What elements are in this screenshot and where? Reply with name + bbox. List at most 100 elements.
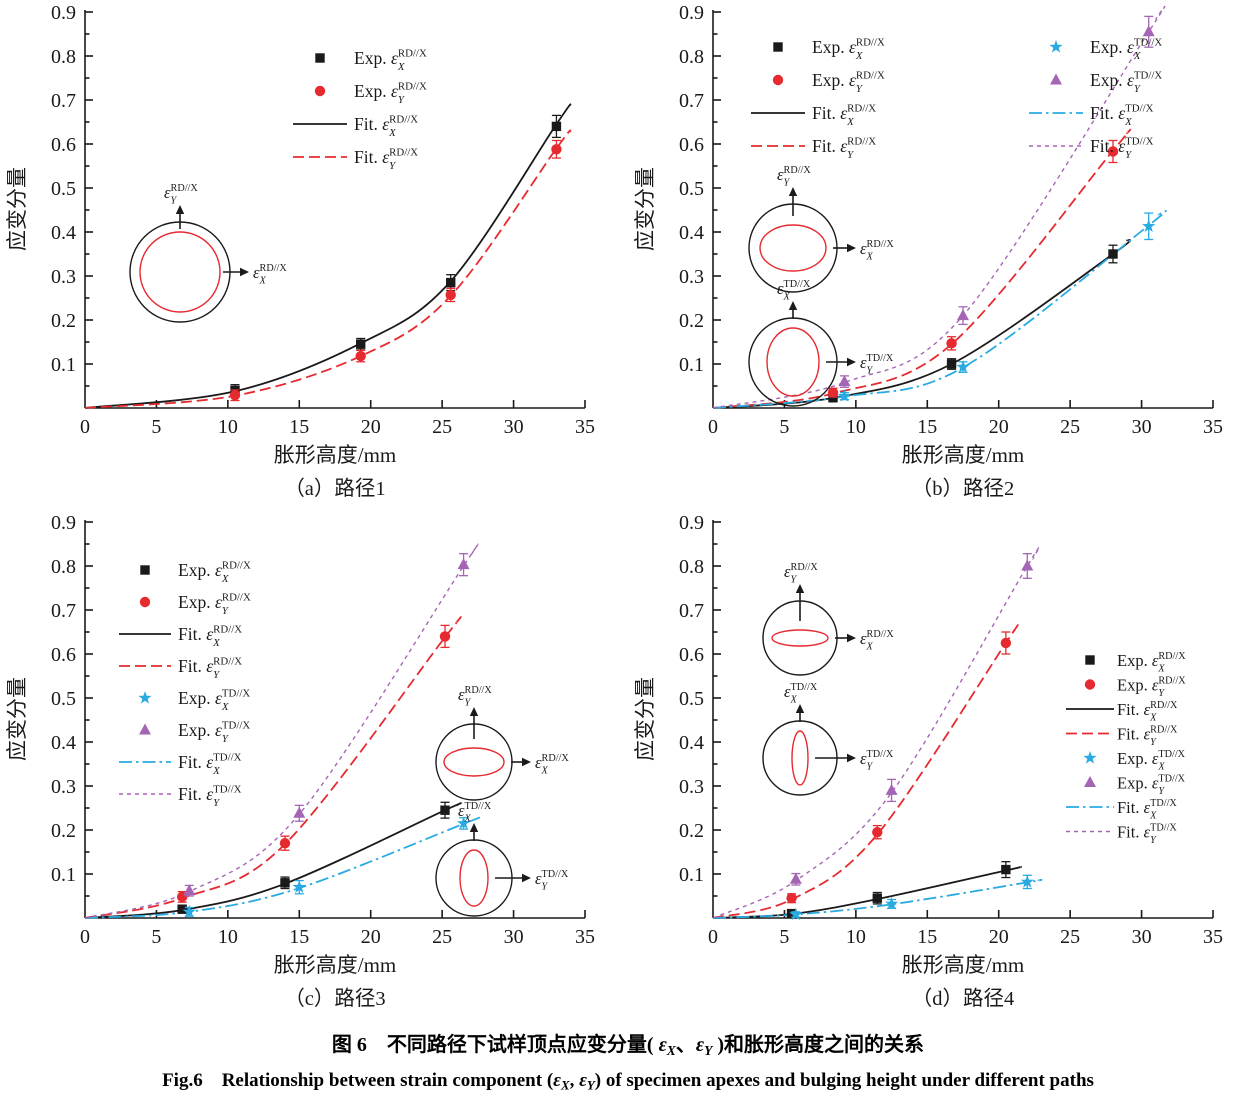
strain-symbol-label: εTD//X X bbox=[458, 801, 492, 825]
x-tick-label: 35 bbox=[1203, 416, 1223, 438]
y-tick-label: 0.1 bbox=[679, 354, 704, 376]
y-tick-label: 0.4 bbox=[679, 222, 704, 244]
y-tick-label: 0.6 bbox=[679, 644, 704, 666]
series-exp-purple bbox=[838, 15, 1155, 388]
legend-entry: Fit. εTD//X Y bbox=[1066, 823, 1177, 847]
circle-marker bbox=[946, 338, 957, 349]
y-tick-label: 0.6 bbox=[51, 644, 76, 666]
square-marker bbox=[315, 53, 325, 63]
strain-symbol-label: Exp. εTD//X Y bbox=[178, 720, 250, 745]
y-tick-label: 0.8 bbox=[679, 556, 704, 578]
circle-marker bbox=[445, 289, 456, 301]
y-tick-label: 0.9 bbox=[51, 2, 76, 24]
y-tick-label: 0.9 bbox=[679, 2, 704, 24]
specimen-outline bbox=[129, 221, 231, 323]
y-tick-label: 0.4 bbox=[51, 732, 76, 754]
strain-symbol-label: εTD//X Y bbox=[860, 353, 894, 377]
triangle-marker bbox=[293, 806, 306, 818]
strain-symbol-label: Fit. εTD//X Y bbox=[1117, 823, 1177, 847]
x-tick-label: 10 bbox=[846, 926, 866, 948]
square-marker bbox=[551, 121, 562, 132]
strain-symbol-label: εRD//X X bbox=[253, 263, 287, 287]
y-tick-label: 0.1 bbox=[679, 864, 704, 886]
legend-entry: Fit. εRD//X Y bbox=[751, 136, 876, 161]
strain-symbol-label: εRD//X Y bbox=[784, 562, 818, 586]
y-tick-label: 0.2 bbox=[679, 310, 704, 332]
star-marker bbox=[1020, 874, 1034, 888]
triangle-marker bbox=[1142, 25, 1155, 37]
triangle-marker bbox=[885, 783, 898, 795]
y-tick-label: 0.3 bbox=[679, 776, 704, 798]
star-marker bbox=[956, 360, 970, 373]
series-fit-black bbox=[712, 866, 1022, 919]
strain-symbol-label: Fit. εRD//X X bbox=[354, 114, 418, 139]
strain-symbol-label: Fit. εTD//X X bbox=[1117, 798, 1177, 822]
x-axis-label: 胀形高度/mm bbox=[902, 443, 1025, 467]
y-tick-label: 0.6 bbox=[679, 134, 704, 156]
specimen-outline bbox=[748, 317, 838, 407]
series-exp-purple bbox=[789, 553, 1034, 886]
strain-symbol-label: Fit. εRD//X X bbox=[812, 103, 876, 128]
triangle-marker bbox=[457, 558, 470, 570]
triangle-marker bbox=[957, 309, 969, 321]
x-tick-label: 35 bbox=[1203, 926, 1223, 948]
x-tick-label: 5 bbox=[151, 416, 161, 438]
circle-marker bbox=[355, 350, 366, 362]
x-tick-label: 10 bbox=[218, 416, 238, 438]
up-arrow-head bbox=[469, 823, 479, 832]
strain-symbol-label: εRD//X Y bbox=[164, 183, 198, 207]
x-tick-label: 5 bbox=[151, 926, 161, 948]
legend-entry: Exp. εTD//X X bbox=[1083, 749, 1186, 773]
legend-entry: Fit. εTD//X X bbox=[119, 752, 242, 777]
square-marker bbox=[1085, 655, 1095, 665]
star-marker bbox=[789, 907, 803, 921]
circle-marker bbox=[314, 85, 326, 97]
y-tick-label: 0.9 bbox=[51, 512, 76, 534]
x-tick-label: 30 bbox=[1132, 926, 1152, 948]
x-axis-label: 胀形高度/mm bbox=[274, 443, 397, 467]
star-marker bbox=[138, 691, 152, 704]
circle-marker bbox=[1000, 637, 1012, 649]
x-axis-label: 胀形高度/mm bbox=[274, 953, 397, 977]
subplot-c-path3: 0 5 10 15 20 25 30 35 0.1 0.2 0.3 0.4 0.5 0.6 0.7 0.8 0.… bbox=[0, 510, 628, 1020]
legend-entry: Fit. εRD//X X bbox=[751, 103, 876, 128]
tick-labels: 0 5 10 15 20 25 30 35 0.1 0.2 0.3 0.4 0.5 0.6 0.7 0.8 0.… bbox=[679, 512, 1223, 948]
inset-specimen-diagram-1: εRD//X Y εRD//X X bbox=[762, 562, 894, 676]
right-arrow-head bbox=[847, 633, 856, 643]
square-marker bbox=[280, 878, 290, 888]
x-tick-label: 20 bbox=[361, 416, 381, 438]
star-marker bbox=[1049, 40, 1063, 53]
square-marker bbox=[140, 565, 150, 575]
x-tick-label: 25 bbox=[1060, 416, 1080, 438]
x-tick-label: 15 bbox=[917, 416, 937, 438]
strain-symbol-label: εTD//X X bbox=[784, 682, 818, 706]
y-tick-label: 0.5 bbox=[51, 178, 76, 200]
deformed-zone-outline bbox=[771, 629, 829, 647]
inset-specimen-diagram-1: εRD//X Y εRD//X X bbox=[129, 183, 287, 323]
subplot-a-path1: 0 5 10 15 20 25 30 35 0.1 0.2 0.3 0.4 0.5 0.6 0.7 0.8 0.… bbox=[0, 0, 628, 510]
strain-symbol-label: Fit. εRD//X Y bbox=[178, 656, 242, 681]
strain-symbol-label: Fit. εRD//X X bbox=[178, 624, 242, 649]
y-tick-label: 0.7 bbox=[51, 600, 76, 622]
y-tick-label: 0.4 bbox=[51, 222, 76, 244]
x-tick-label: 5 bbox=[779, 416, 789, 438]
deformed-zone-outline bbox=[443, 747, 505, 777]
star-marker bbox=[456, 816, 471, 830]
series-fit-black bbox=[84, 802, 462, 919]
inset-specimen-diagram-2: εTD//X X εTD//X Y bbox=[435, 801, 569, 917]
circle-marker bbox=[229, 390, 241, 401]
inset-specimen-diagram-1: εRD//X Y εRD//X X bbox=[748, 165, 894, 293]
x-tick-label: 15 bbox=[917, 926, 937, 948]
y-tick-label: 0.8 bbox=[51, 46, 76, 68]
y-tick-label: 0.2 bbox=[51, 310, 76, 332]
inset-specimen-diagram-2: εTD//X X εTD//X Y bbox=[762, 682, 894, 796]
up-arrow-head bbox=[788, 187, 798, 196]
inset-specimen-diagram-1: εRD//X Y εRD//X X bbox=[435, 685, 569, 801]
y-axis-label: 应变分量 bbox=[5, 167, 29, 251]
strain-symbol-label: εTD//X Y bbox=[860, 749, 894, 773]
strain-symbol-label: Exp. εRD//X X bbox=[1117, 651, 1186, 675]
series-fit-black bbox=[84, 103, 572, 409]
figure-caption-en: Fig.6 Relationship between strain compon… bbox=[162, 1069, 1094, 1093]
triangle-marker bbox=[838, 375, 851, 387]
strain-symbol-label: Fit. εTD//X X bbox=[1090, 103, 1154, 128]
